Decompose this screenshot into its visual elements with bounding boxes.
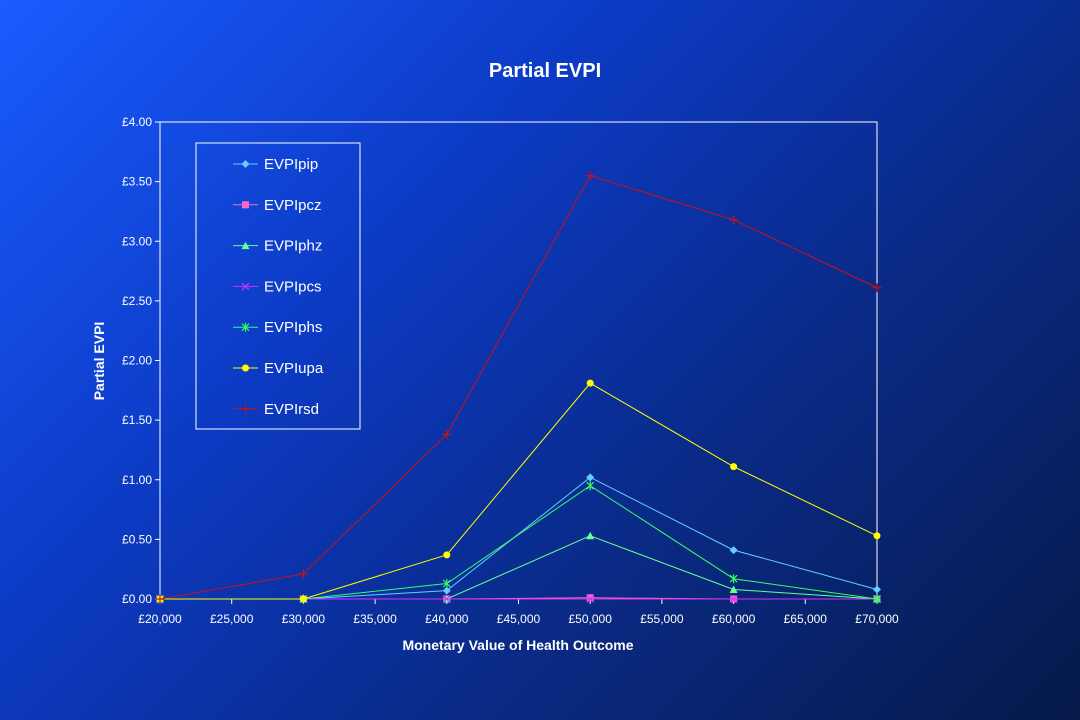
y-tick-label: £3.00	[122, 234, 152, 248]
data-point	[298, 569, 308, 579]
legend-item-evpipcz: EVPIpcz	[233, 197, 322, 214]
legend-item-evpirsd: EVPIrsd	[233, 401, 319, 418]
data-point	[586, 379, 594, 387]
data-point	[586, 531, 595, 540]
y-tick-label: £3.50	[122, 175, 152, 189]
legend-label: EVPIrsd	[264, 401, 319, 418]
x-tick-label: £30,000	[282, 612, 326, 626]
data-point	[155, 594, 165, 604]
x-tick-label: £40,000	[425, 612, 469, 626]
legend-label: EVPIpip	[264, 156, 318, 173]
legend-item-evpipip: EVPIpip	[233, 156, 318, 173]
y-tick-label: £0.00	[122, 592, 152, 606]
x-tick-label: £60,000	[712, 612, 756, 626]
legend-label: EVPIphz	[264, 238, 322, 255]
data-point	[872, 283, 882, 293]
series-line	[160, 535, 878, 600]
y-tick-label: £1.00	[122, 473, 152, 487]
legend-item-evpiphs: EVPIphs	[233, 319, 322, 336]
x-tick-label: £55,000	[640, 612, 684, 626]
legend-marker	[241, 282, 250, 291]
data-point	[586, 594, 594, 602]
data-point	[873, 594, 881, 604]
data-point	[729, 595, 738, 603]
legend-marker	[241, 322, 250, 332]
legend-item-evpipcs: EVPIpcs	[233, 278, 322, 295]
data-point	[729, 585, 738, 593]
series-evpipip	[156, 473, 881, 603]
legend-box	[195, 142, 361, 430]
legend-item-evpiupa: EVPIupa	[233, 360, 324, 377]
x-axis-title: Monetary Value of Health Outcome	[402, 637, 633, 653]
data-point	[873, 585, 881, 594]
legend-label: EVPIpcz	[264, 197, 322, 214]
data-point	[442, 429, 452, 439]
y-tick-label: £2.00	[122, 354, 152, 368]
y-axis-title: Partial EVPI	[91, 322, 107, 401]
data-point	[442, 578, 451, 588]
series-line	[159, 175, 878, 600]
data-point	[585, 171, 595, 181]
legend-marker	[241, 160, 250, 168]
series-evpiphs	[156, 481, 881, 604]
x-tick-label: £50,000	[569, 612, 613, 626]
legend-label: EVPIpcs	[264, 278, 322, 295]
legend-marker	[241, 404, 250, 414]
x-tick-label: £65,000	[784, 612, 828, 626]
legend-label: EVPIupa	[264, 360, 324, 377]
data-point	[873, 532, 881, 540]
series-evpiphz	[156, 531, 881, 603]
x-tick-label: £70,000	[855, 612, 899, 626]
series-layer	[155, 171, 882, 604]
x-tick-label: £45,000	[497, 612, 541, 626]
legend-item-evpiphz: EVPIphz	[233, 238, 322, 255]
legend-marker	[241, 241, 250, 250]
legend: EVPIpip EVPIpcz EVPIphz EVPIpcs EVPIphs EVPIu…	[195, 142, 361, 430]
chart-title: Partial EVPI	[489, 60, 601, 82]
x-tick-label: £35,000	[353, 612, 397, 626]
series-line	[160, 485, 878, 600]
series-line	[160, 476, 878, 600]
series-evpiupa	[156, 379, 881, 603]
data-point	[729, 546, 738, 555]
y-tick-label: £4.00	[122, 115, 152, 129]
data-point	[586, 481, 595, 491]
series-line	[160, 382, 878, 600]
y-tick-label: £0.50	[122, 532, 152, 546]
data-point	[586, 473, 595, 482]
data-point	[586, 595, 595, 603]
y-tick-label: £2.50	[122, 294, 152, 308]
series-evpirsd	[155, 171, 882, 604]
data-point	[299, 595, 307, 603]
x-tick-label: £25,000	[210, 612, 254, 626]
y-tick-label: £1.50	[122, 413, 152, 427]
legend-marker	[242, 364, 249, 372]
data-point	[442, 595, 451, 603]
legend-marker	[242, 201, 249, 209]
data-point	[729, 574, 738, 584]
y-axis: £0.00 £0.50 £1.00 £1.50 £2.00 £2.50 £3.00 £3.50…	[122, 115, 160, 606]
data-point	[730, 463, 738, 471]
data-point	[729, 215, 739, 225]
data-point	[443, 551, 451, 559]
x-axis: £20,000 £25,000 £30,000 £35,000 £40,000 £45,0…	[138, 599, 899, 626]
legend-label: EVPIphs	[264, 319, 322, 336]
data-point	[442, 586, 451, 595]
x-tick-label: £20,000	[138, 612, 182, 626]
